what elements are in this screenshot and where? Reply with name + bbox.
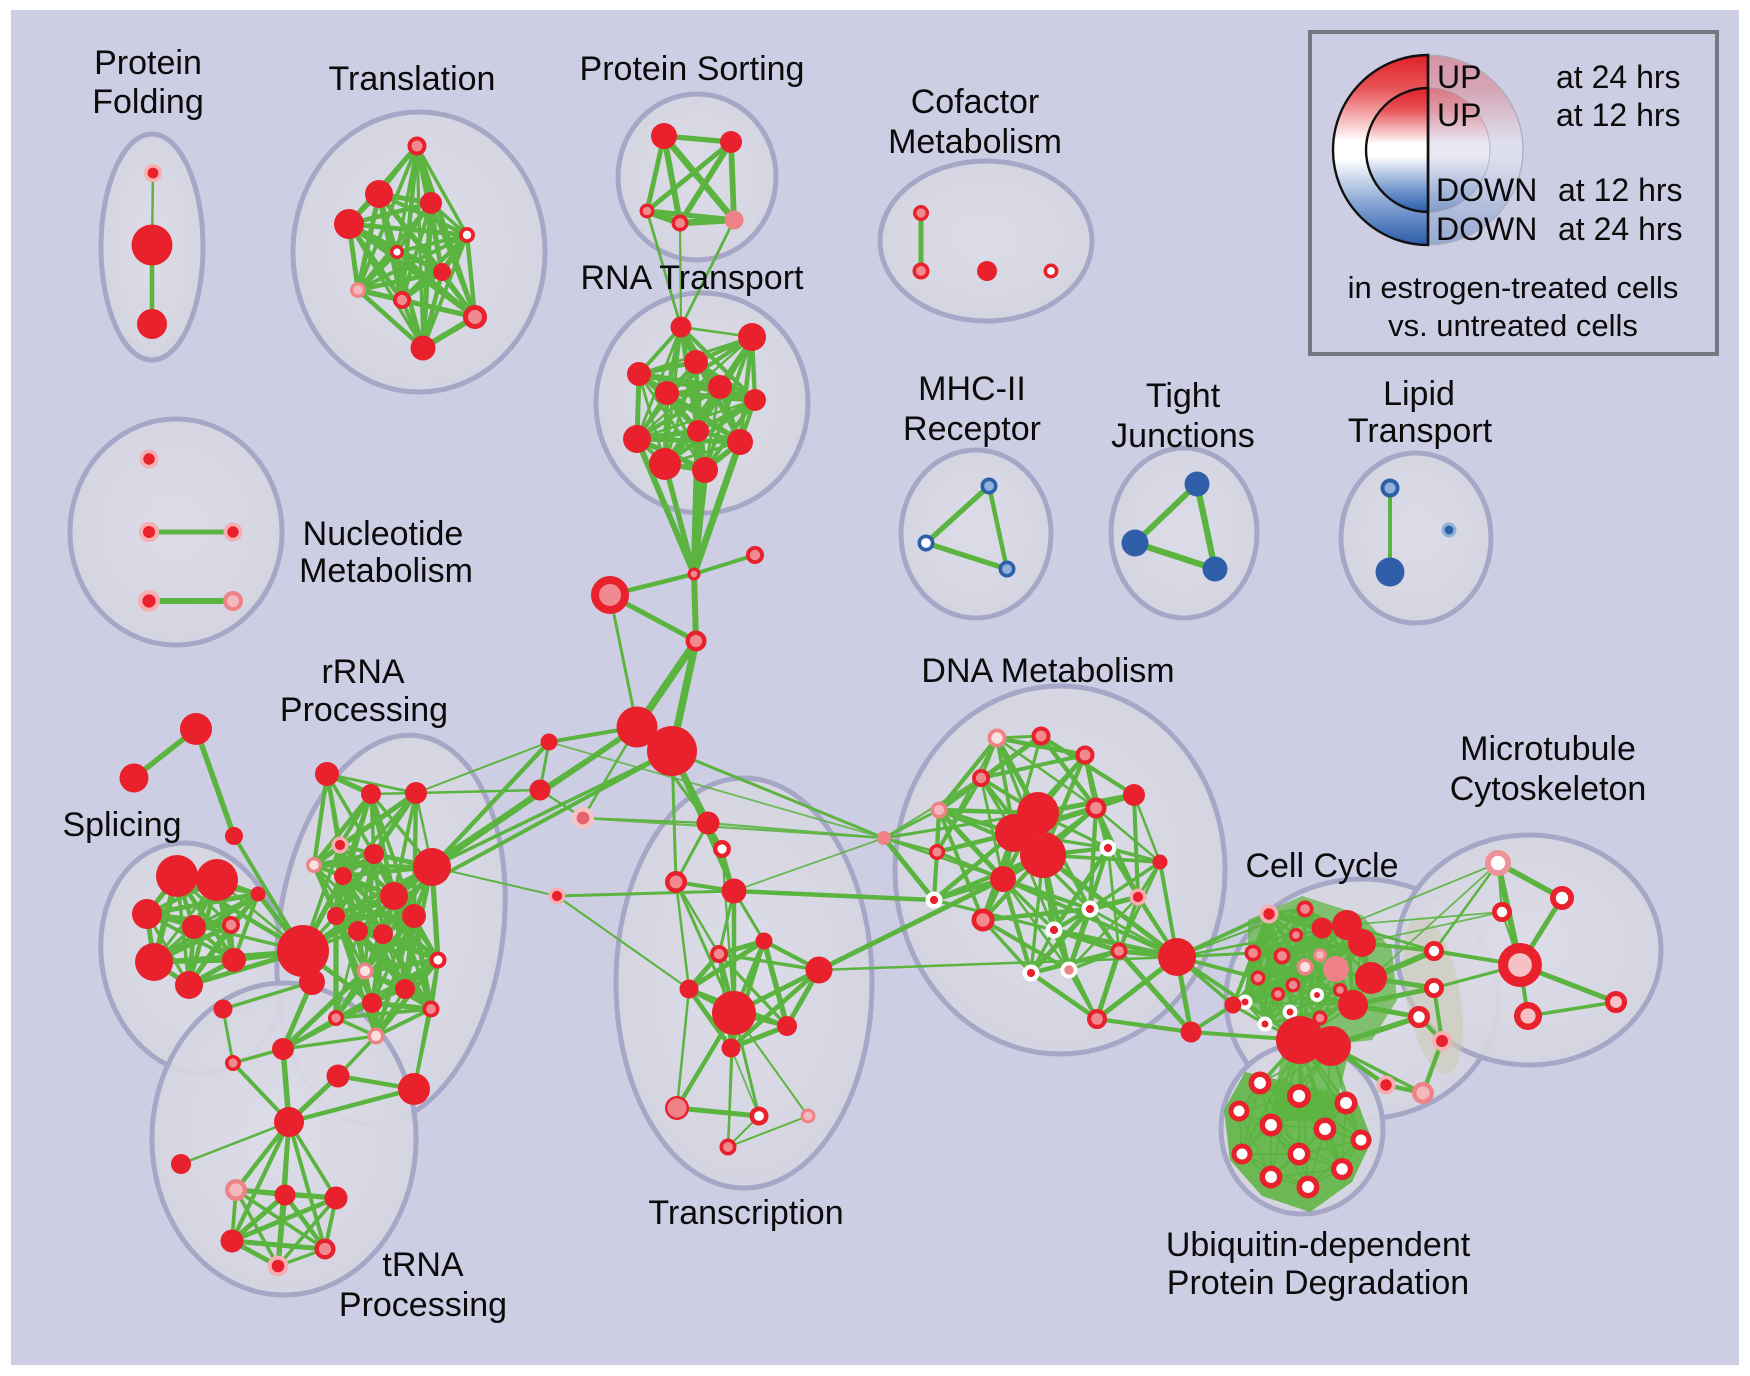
- svg-text:at 12 hrs: at 12 hrs: [1558, 172, 1683, 208]
- svg-text:Nucleotide: Nucleotide: [303, 515, 464, 553]
- svg-text:Receptor: Receptor: [903, 410, 1041, 448]
- svg-text:Microtubule: Microtubule: [1460, 730, 1636, 768]
- svg-text:Processing: Processing: [280, 691, 448, 729]
- svg-text:rRNA: rRNA: [321, 653, 404, 691]
- svg-text:RNA Transport: RNA Transport: [581, 259, 805, 297]
- svg-text:UP: UP: [1437, 97, 1481, 133]
- svg-text:Junctions: Junctions: [1111, 417, 1255, 455]
- svg-text:Processing: Processing: [339, 1286, 507, 1324]
- svg-text:DNA Metabolism: DNA Metabolism: [921, 652, 1174, 690]
- svg-text:at 24 hrs: at 24 hrs: [1558, 211, 1683, 247]
- svg-text:at 24 hrs: at 24 hrs: [1556, 59, 1681, 95]
- svg-text:Translation: Translation: [329, 60, 496, 98]
- svg-text:DOWN: DOWN: [1436, 211, 1537, 247]
- svg-text:Transcription: Transcription: [648, 1194, 843, 1232]
- svg-text:vs. untreated cells: vs. untreated cells: [1388, 308, 1638, 343]
- svg-text:Splicing: Splicing: [62, 806, 181, 844]
- svg-text:Protein: Protein: [94, 44, 202, 82]
- svg-text:Protein Degradation: Protein Degradation: [1167, 1264, 1469, 1302]
- svg-text:Lipid: Lipid: [1383, 375, 1455, 413]
- svg-text:DOWN: DOWN: [1436, 172, 1537, 208]
- svg-text:in estrogen-treated cells: in estrogen-treated cells: [1348, 270, 1679, 305]
- svg-text:Cytoskeleton: Cytoskeleton: [1450, 770, 1647, 808]
- svg-text:Metabolism: Metabolism: [299, 552, 473, 590]
- svg-text:Cofactor: Cofactor: [911, 83, 1040, 121]
- svg-text:at 12 hrs: at 12 hrs: [1556, 97, 1681, 133]
- svg-text:Folding: Folding: [92, 83, 204, 121]
- svg-text:Ubiquitin-dependent: Ubiquitin-dependent: [1166, 1226, 1471, 1264]
- svg-text:Metabolism: Metabolism: [888, 123, 1062, 161]
- svg-text:Transport: Transport: [1348, 412, 1493, 450]
- svg-text:Cell Cycle: Cell Cycle: [1245, 847, 1398, 885]
- svg-text:UP: UP: [1437, 59, 1481, 95]
- svg-text:Protein Sorting: Protein Sorting: [580, 50, 805, 88]
- svg-text:MHC-II: MHC-II: [918, 370, 1026, 408]
- svg-text:Tight: Tight: [1146, 377, 1221, 415]
- svg-text:tRNA: tRNA: [382, 1246, 464, 1284]
